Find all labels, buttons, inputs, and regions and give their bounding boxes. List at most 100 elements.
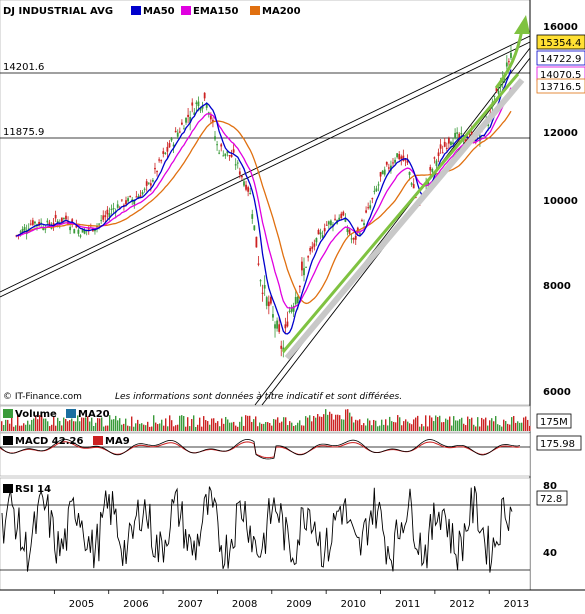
candle-body: [29, 223, 32, 225]
candle-body: [367, 207, 370, 209]
candle-body: [406, 160, 409, 163]
volume-bar: [105, 425, 107, 431]
volume-bar: [271, 425, 273, 431]
candle-body: [307, 256, 310, 258]
candle-body: [265, 297, 268, 306]
legend-ema150-label: EMA150: [193, 6, 238, 17]
volume-bar: [253, 419, 255, 431]
volume-bar: [437, 417, 439, 431]
candle-body: [178, 131, 181, 133]
candle-body: [296, 296, 299, 303]
volume-bar: [327, 414, 329, 431]
candle-body: [176, 132, 179, 137]
candle-body: [377, 184, 380, 186]
volume-bar: [311, 421, 313, 431]
candle-body: [450, 141, 452, 145]
candle-body: [69, 226, 72, 231]
volume-bar: [165, 418, 167, 431]
volume-bar: [493, 421, 495, 431]
volume-bar: [151, 426, 153, 431]
candle-body: [503, 79, 506, 81]
volume-bars-group: [1, 409, 531, 431]
legend-volma20-label: MA20: [78, 409, 110, 420]
candle-body: [286, 321, 289, 327]
volume-bar: [395, 422, 397, 431]
candle-body: [245, 184, 247, 190]
candle-body: [34, 221, 36, 224]
volume-bar: [309, 415, 311, 431]
volume-bar: [53, 416, 55, 431]
volume-bar: [377, 426, 379, 431]
volume-bar: [117, 420, 119, 431]
volume-bar: [83, 417, 85, 431]
candle-body: [402, 155, 405, 161]
candle-body: [445, 147, 448, 149]
candle-body: [127, 198, 129, 202]
volume-bar: [471, 417, 473, 431]
volume-bar: [99, 418, 101, 431]
volume-bar: [351, 416, 353, 431]
volume-bar: [153, 415, 155, 431]
volume-bar: [107, 425, 109, 431]
volume-bar: [485, 417, 487, 431]
candle-body: [385, 161, 388, 165]
volume-bar: [389, 416, 391, 431]
candle-body: [334, 218, 336, 220]
volume-bar: [41, 415, 43, 431]
volume-bar: [241, 416, 243, 431]
candles-group: [15, 45, 512, 358]
volume-bar: [381, 419, 383, 431]
candle-body: [98, 223, 100, 225]
candle-body: [147, 182, 150, 184]
volume-bar: [517, 421, 519, 431]
candle-body: [224, 153, 227, 156]
volume-bar: [215, 422, 217, 431]
candle-body: [38, 221, 40, 226]
candle-body: [133, 199, 136, 205]
candle-body: [209, 115, 212, 120]
legend-rsi-label: RSI 14: [15, 484, 51, 495]
volume-bar: [207, 421, 209, 431]
volume-bar: [49, 426, 51, 431]
volume-bar: [449, 416, 451, 431]
candle-body: [381, 170, 384, 175]
volume-bar: [411, 424, 413, 431]
volume-bar: [481, 417, 483, 431]
volume-bar: [79, 421, 81, 431]
volume-bar: [425, 415, 427, 431]
x-axis-labels: 2005 2006 2007 2008 2009 2010 2011 2012 2013: [53, 590, 529, 610]
disclaimer-text: Les informations sont données à titre in…: [115, 391, 402, 402]
candle-body: [220, 144, 223, 147]
volume-bar: [257, 426, 259, 431]
volume-bar: [85, 417, 87, 431]
volume-bar: [167, 426, 169, 431]
badge-price-text: 15354.4: [540, 38, 581, 49]
volume-bar: [505, 421, 507, 431]
volume-bar: [353, 422, 355, 431]
channel-upper-line-a: [0, 35, 531, 293]
volume-bar: [319, 416, 321, 431]
volume-bar: [59, 421, 61, 431]
volume-bar: [325, 409, 327, 431]
candle-body: [354, 235, 357, 240]
volume-bar: [29, 424, 31, 431]
candle-body: [348, 229, 351, 234]
volume-bar: [403, 421, 405, 431]
volume-bar: [315, 417, 317, 431]
candle-body: [261, 292, 264, 294]
candle-body: [135, 196, 138, 198]
volume-bar: [391, 421, 393, 431]
candle-body: [298, 286, 301, 288]
volume-bar: [177, 424, 179, 431]
volume-bar: [499, 425, 501, 431]
volume-bar: [333, 419, 335, 431]
candle-body: [394, 159, 396, 163]
volume-bar: [491, 418, 493, 431]
candle-body: [112, 208, 115, 210]
volume-bar: [419, 426, 421, 431]
candle-body: [104, 215, 107, 218]
legend-volma20-swatch: [66, 409, 76, 418]
volume-badge-text: 175M: [540, 417, 568, 428]
candle-body: [249, 193, 252, 195]
volume-bar: [69, 420, 71, 431]
